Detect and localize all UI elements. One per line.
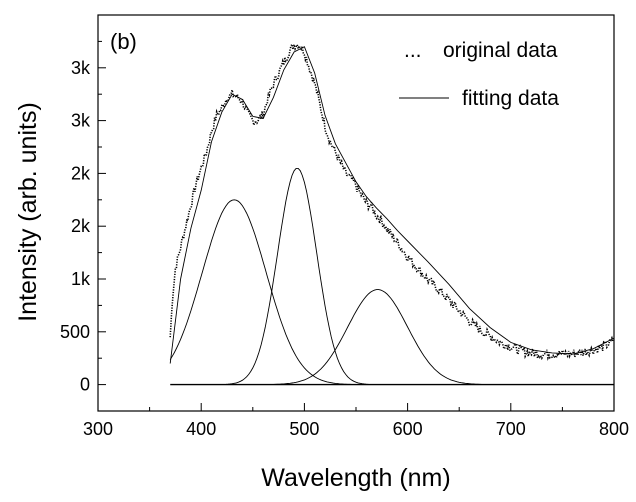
y-tick-label: 2k	[71, 163, 91, 183]
x-tick-label: 400	[186, 419, 216, 439]
legend-label-original: original data	[443, 39, 558, 62]
y-tick-label: 0	[80, 375, 90, 395]
legend: ... original data fitting data	[399, 39, 559, 110]
x-tick-label: 300	[83, 419, 113, 439]
x-tick-label: 500	[289, 419, 319, 439]
y-tick-label: 3k	[71, 58, 91, 78]
y-tick-label: 1k	[71, 269, 91, 289]
plot-frame	[97, 14, 615, 412]
fitting-data-series	[169, 46, 615, 364]
legend-label-fitting: fitting data	[462, 87, 559, 110]
x-tick-label: 700	[496, 419, 526, 439]
x-axis: 300 400 500 600 700 800	[83, 403, 629, 439]
gaussian-peak	[225, 167, 369, 385]
x-tick-label: 800	[599, 419, 629, 439]
x-axis-title: Wavelength (nm)	[261, 464, 450, 492]
gaussian-components	[169, 167, 482, 385]
x-tick-label: 600	[393, 419, 423, 439]
y-axis: 0 500 1k 2k 2k 3k 3k	[60, 40, 106, 412]
y-axis-title: Intensity (arb. units)	[14, 102, 42, 322]
y-tick-label: 500	[60, 322, 90, 342]
y-tick-label: 3k	[71, 111, 91, 131]
gaussian-peak	[273, 289, 482, 385]
legend-symbol-original: ...	[404, 39, 422, 62]
original-data-series	[169, 42, 615, 362]
y-tick-label: 2k	[71, 216, 91, 236]
panel-label: (b)	[110, 29, 137, 54]
gaussian-peak	[169, 199, 352, 385]
